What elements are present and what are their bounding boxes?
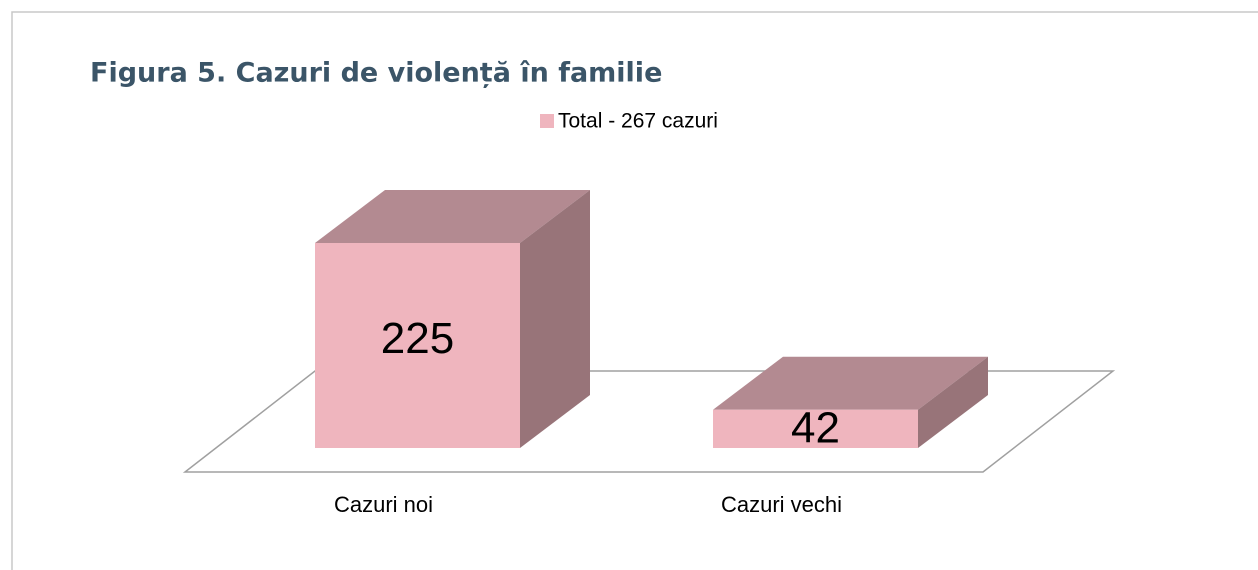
x-tick-label: Cazuri noi: [334, 492, 433, 517]
legend-swatch: [540, 114, 554, 128]
bar-side: [520, 190, 590, 448]
x-tick-label: Cazuri vechi: [721, 492, 842, 517]
data-label: 225: [381, 314, 454, 363]
bar: [315, 243, 520, 448]
bar-side: [918, 356, 988, 448]
legend-label: Total - 267 cazuri: [558, 110, 718, 133]
bar-top: [315, 190, 590, 243]
bar-top: [713, 356, 988, 410]
bar: [713, 409, 918, 448]
data-label: 42: [791, 404, 840, 453]
chart-title: Figura 5. Cazuri de violență în familie: [90, 58, 662, 89]
frame: [11, 11, 1258, 570]
